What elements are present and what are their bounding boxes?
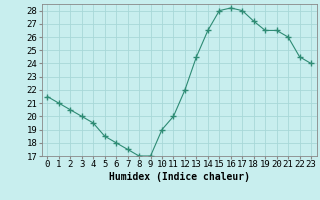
X-axis label: Humidex (Indice chaleur): Humidex (Indice chaleur) bbox=[109, 172, 250, 182]
